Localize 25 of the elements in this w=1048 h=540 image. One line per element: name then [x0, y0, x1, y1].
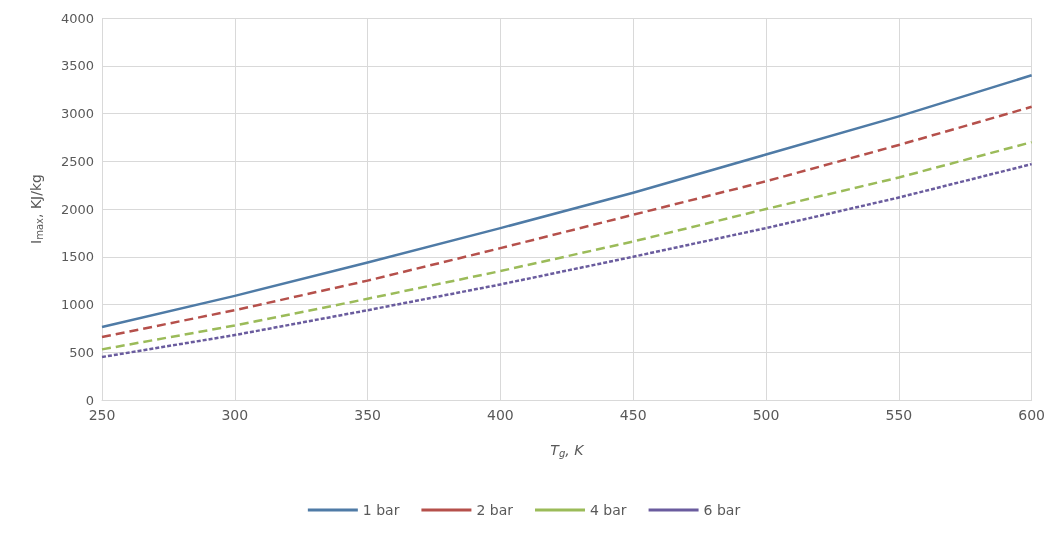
legend-label: 6 bar: [703, 502, 741, 518]
x-tick-label: 500: [752, 407, 780, 423]
y-tick-label: 1500: [60, 249, 94, 265]
x-tick-label: 600: [1018, 407, 1046, 423]
y-tick-label: 500: [69, 344, 94, 360]
x-tick-label: 350: [354, 407, 381, 423]
x-axis-title: Tg, K: [550, 442, 586, 459]
legend-label: 4 bar: [590, 502, 627, 518]
y-axis-title: Imax, KJ/kg: [28, 174, 45, 244]
y-tick-label: 0: [85, 392, 94, 408]
y-tick-label: 2500: [60, 153, 94, 169]
y-tick-label: 1000: [60, 297, 94, 312]
x-tick-label: 400: [487, 407, 514, 423]
y-tick-label: 3000: [60, 106, 94, 121]
y-tick-label: 2000: [60, 201, 94, 217]
line-series: [100, 105, 1033, 339]
x-tick-label: 550: [885, 407, 913, 423]
legend-label: 1 bar: [362, 502, 400, 518]
line-series: [100, 74, 1033, 329]
x-tick-label: 450: [619, 407, 647, 423]
x-tick-label: 300: [221, 407, 249, 423]
y-tick-label: 3500: [60, 58, 94, 74]
legend-label: 2 bar: [476, 502, 514, 518]
y-tick-label: 4000: [60, 10, 94, 26]
x-tick-label: 250: [88, 407, 116, 423]
